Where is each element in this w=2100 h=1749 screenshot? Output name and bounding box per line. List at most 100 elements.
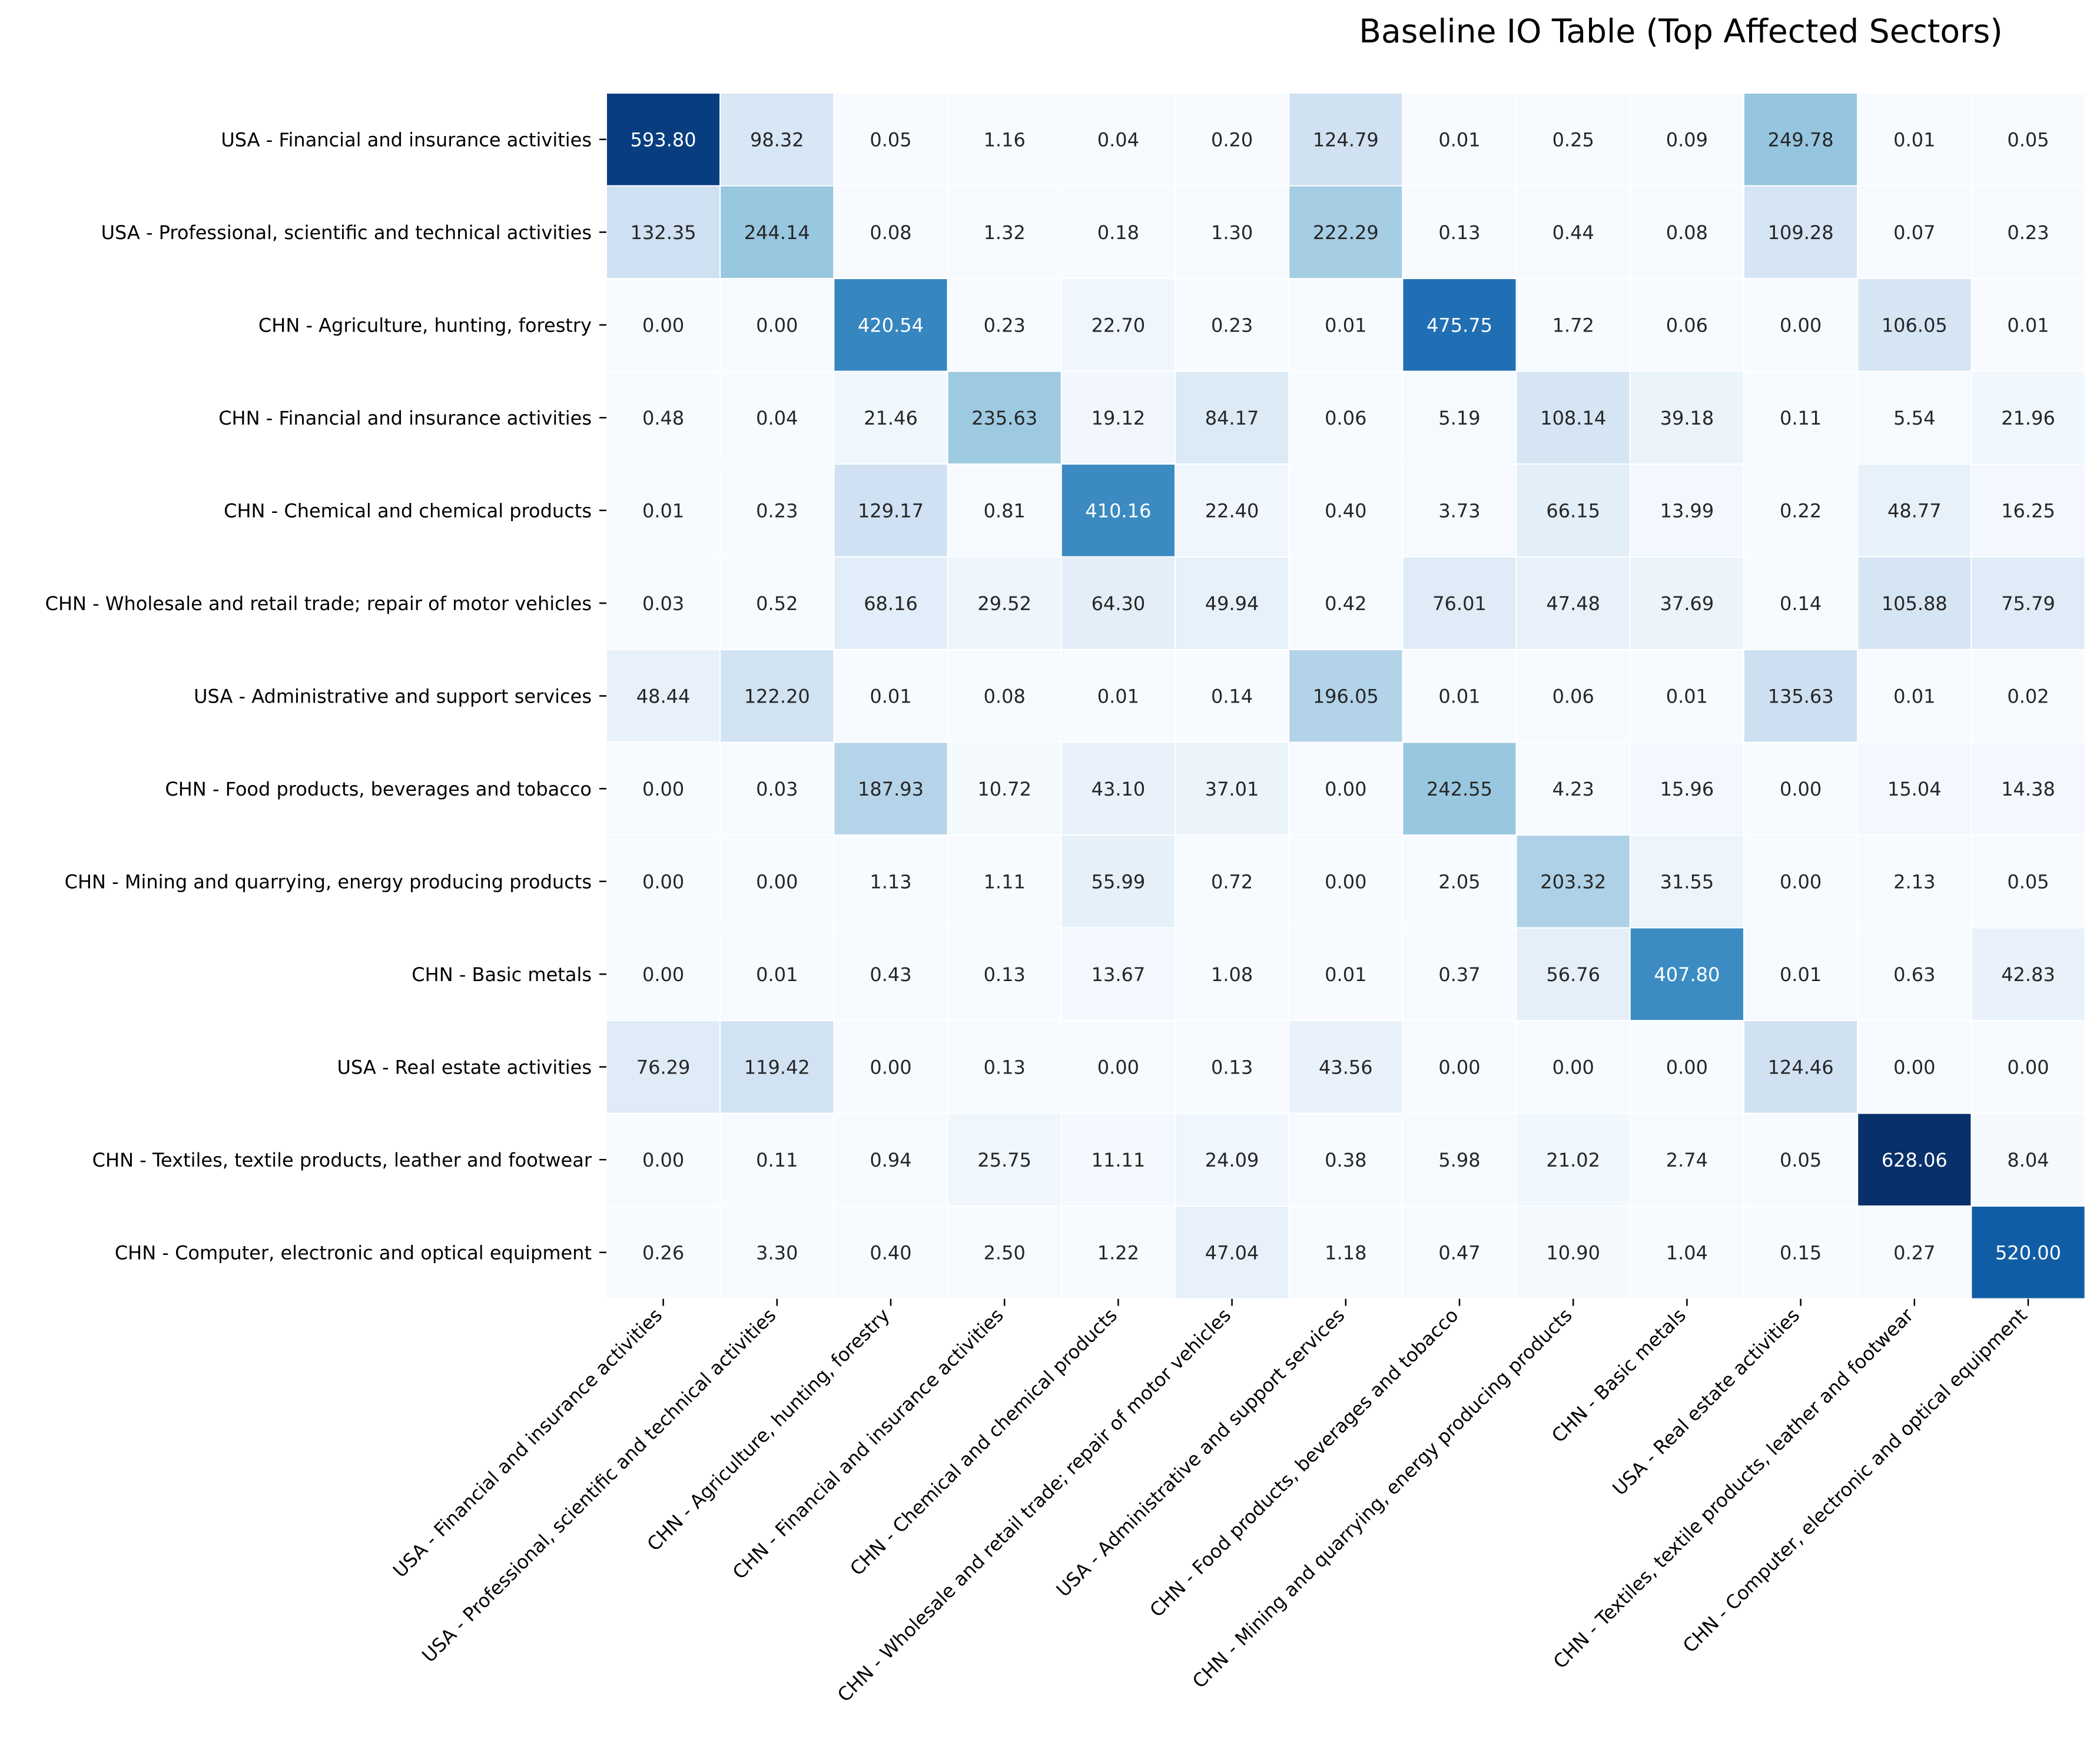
- row-label: CHN - Basic metals: [412, 963, 592, 986]
- cell-value-label: 2.05: [1438, 870, 1480, 893]
- cell-value-label: 0.00: [642, 314, 684, 336]
- heatmap-cell: [1402, 1205, 1517, 1300]
- heatmap-cell: [947, 927, 1062, 1021]
- heatmap-cell: [833, 278, 948, 372]
- row-label: CHN - Chemical and chemical products: [224, 499, 592, 522]
- cell-value-label: 1.11: [984, 870, 1026, 893]
- cell-value-label: 66.15: [1546, 499, 1600, 522]
- cell-value-label: 0.37: [1438, 963, 1480, 986]
- heatmap-cell: [1175, 1205, 1290, 1300]
- cell-value-label: 124.46: [1768, 1056, 1834, 1078]
- cell-value-label: 3.73: [1438, 499, 1480, 522]
- cell-value-label: 0.06: [1666, 314, 1708, 336]
- heatmap-cell: [719, 278, 835, 372]
- cell-value-label: 0.01: [1325, 314, 1366, 336]
- heatmap-cell: [1515, 927, 1631, 1021]
- heatmap-cell: [1857, 741, 1972, 836]
- cell-value-label: 0.18: [1097, 221, 1139, 244]
- cell-value-label: 14.38: [2001, 778, 2055, 800]
- heatmap-cell: [833, 649, 948, 743]
- heatmap-cell: [1629, 556, 1745, 650]
- cell-value-label: 16.25: [2001, 499, 2055, 522]
- cell-value-label: 0.40: [1325, 499, 1366, 522]
- cell-value-label: 1.04: [1666, 1241, 1708, 1264]
- cell-value-label: 0.81: [984, 499, 1026, 522]
- column-tick-labels: USA - Financial and insurance activities…: [389, 1298, 2032, 1707]
- heatmap-cell: [1970, 1205, 2086, 1300]
- cell-value-label: 1.72: [1552, 314, 1594, 336]
- cell-value-label: 0.00: [1893, 1056, 1935, 1078]
- cell-value-label: 48.44: [636, 685, 691, 707]
- heatmap-cell: [1629, 370, 1745, 465]
- cell-value-label: 76.29: [636, 1056, 691, 1078]
- cell-value-label: 0.01: [1893, 685, 1935, 707]
- cell-value-label: 119.42: [744, 1056, 810, 1078]
- heatmap-cell: [606, 927, 721, 1021]
- heatmap-cell: [1743, 1205, 1859, 1300]
- cell-value-label: 8.04: [2007, 1149, 2049, 1171]
- row-label: USA - Professional, scientific and techn…: [101, 221, 592, 244]
- cell-value-label: 135.63: [1768, 685, 1834, 707]
- cell-value-label: 2.13: [1893, 870, 1935, 893]
- heatmap-cell: [1743, 834, 1859, 929]
- heatmap-cell: [1060, 1020, 1176, 1114]
- heatmap-cell: [947, 556, 1062, 650]
- heatmap-cell: [606, 834, 721, 929]
- heatmap-cell: [1060, 741, 1176, 836]
- heatmap-cell: [1857, 370, 1972, 465]
- cell-value-label: 0.00: [1438, 1056, 1480, 1078]
- column-label: CHN - Agriculture, hunting, forestry: [643, 1304, 894, 1555]
- cell-value-label: 0.11: [756, 1149, 798, 1171]
- cell-value-label: 203.32: [1540, 870, 1606, 893]
- cell-value-label: 2.74: [1666, 1149, 1708, 1171]
- cell-value-label: 47.04: [1205, 1241, 1259, 1264]
- row-tick-labels: USA - Financial and insurance activities…: [45, 128, 606, 1264]
- heatmap-cell: [833, 927, 948, 1021]
- cell-value-label: 0.47: [1438, 1241, 1480, 1264]
- cell-value-label: 0.03: [756, 778, 798, 800]
- heatmap-cell: [833, 741, 948, 836]
- chart-title: Baseline IO Table (Top Affected Sectors): [1359, 12, 2002, 50]
- cell-value-label: 0.01: [1438, 685, 1480, 707]
- cell-value-label: 22.40: [1205, 499, 1259, 522]
- cell-value-label: 0.23: [2007, 221, 2049, 244]
- cell-value-label: 628.06: [1882, 1149, 1948, 1171]
- cell-value-label: 0.04: [1097, 128, 1139, 151]
- cell-value-label: 106.05: [1882, 314, 1948, 336]
- heatmap-cell: [1402, 927, 1517, 1021]
- heatmap-cell: [1629, 649, 1745, 743]
- cell-value-label: 0.14: [1780, 592, 1822, 615]
- heatmap-cell: [947, 92, 1062, 187]
- cell-value-label: 42.83: [2001, 963, 2055, 986]
- heatmap-cell: [1060, 278, 1176, 372]
- heatmap-cell: [1288, 370, 1404, 465]
- cell-value-label: 0.11: [1780, 407, 1822, 429]
- heatmap-cell: [1743, 556, 1859, 650]
- cell-value-label: 0.00: [1325, 778, 1366, 800]
- heatmap-cell: [1857, 185, 1972, 279]
- row-label: CHN - Computer, electronic and optical e…: [115, 1241, 592, 1264]
- heatmap-cell: [1060, 649, 1176, 743]
- heatmap-cell: [1857, 92, 1972, 187]
- row-label: CHN - Financial and insurance activities: [218, 407, 592, 429]
- cell-value-label: 0.01: [1893, 128, 1935, 151]
- cell-value-label: 0.01: [1438, 128, 1480, 151]
- heatmap-cell: [1515, 649, 1631, 743]
- heatmap-cell: [1743, 649, 1859, 743]
- heatmap-cell: [1857, 834, 1972, 929]
- heatmap-cell: [606, 1020, 721, 1114]
- heatmap-cell: [1402, 556, 1517, 650]
- cell-value-label: 132.35: [631, 221, 696, 244]
- cell-value-label: 22.70: [1092, 314, 1146, 336]
- heatmap-cell: [1175, 927, 1290, 1021]
- cell-value-label: 49.94: [1205, 592, 1259, 615]
- heatmap-cell: [1288, 1205, 1404, 1300]
- cell-value-label: 21.46: [864, 407, 918, 429]
- heatmap-cell: [833, 370, 948, 465]
- cell-value-label: 2.50: [984, 1241, 1026, 1264]
- heatmap-cell: [606, 1205, 721, 1300]
- heatmap-cell: [719, 1205, 835, 1300]
- heatmap-cell: [1175, 370, 1290, 465]
- cell-value-label: 0.01: [870, 685, 911, 707]
- cell-value-label: 31.55: [1660, 870, 1714, 893]
